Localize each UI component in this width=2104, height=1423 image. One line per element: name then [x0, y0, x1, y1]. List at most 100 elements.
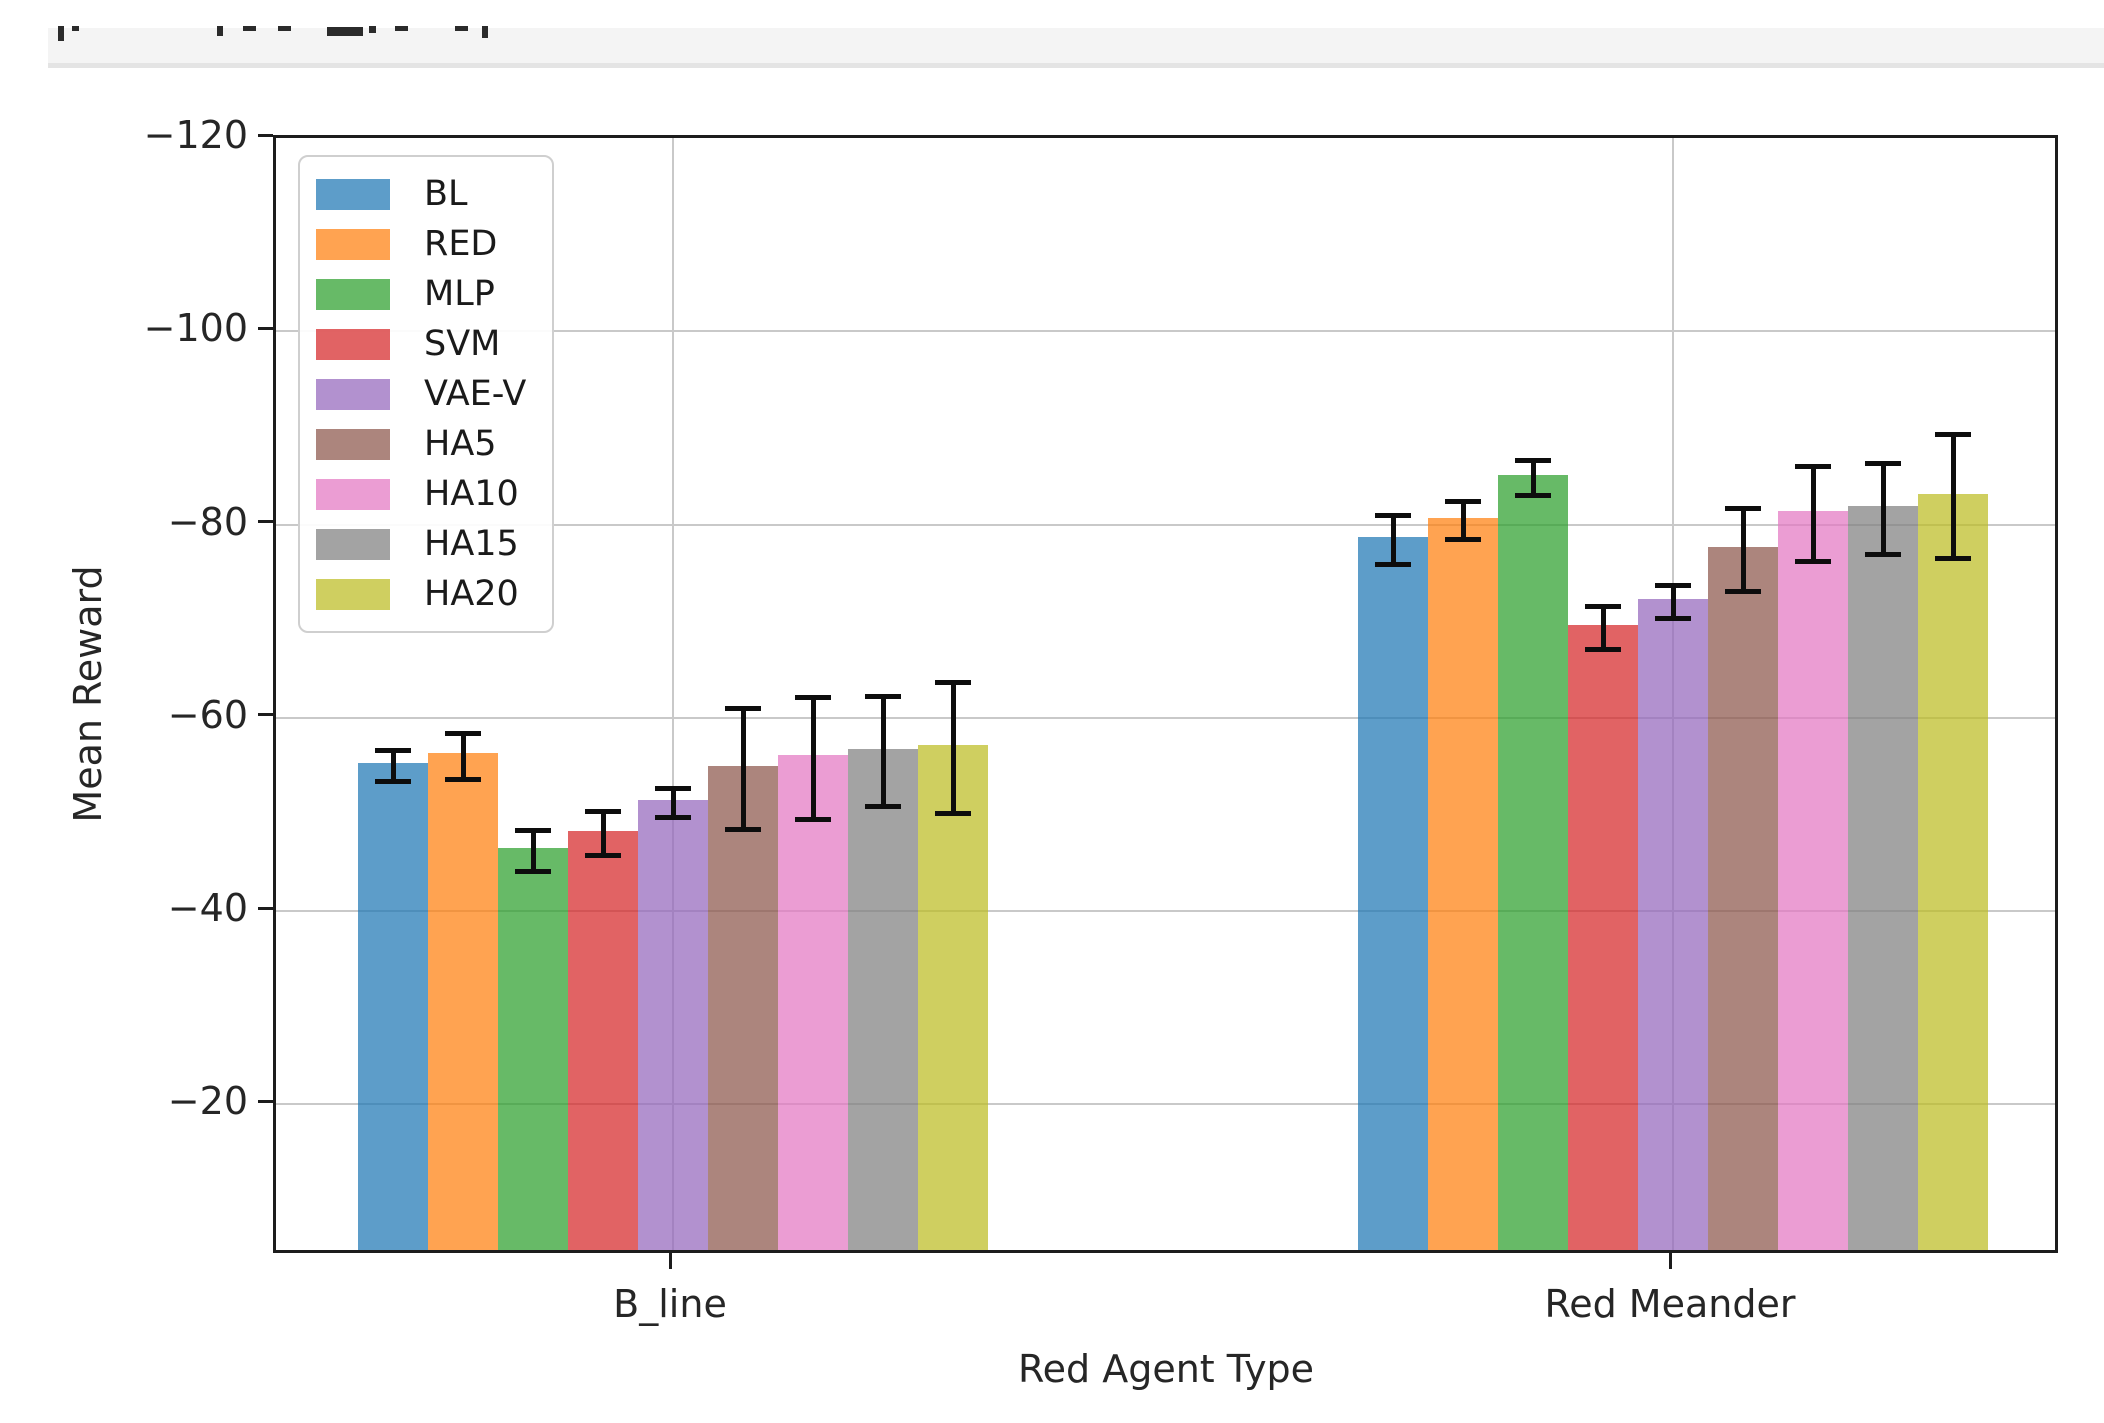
legend-item: MLP [316, 269, 526, 319]
grid-line-vertical [672, 138, 674, 1250]
error-bar [950, 682, 956, 814]
legend-label: RED [424, 224, 498, 264]
grid-line-horizontal [276, 910, 2055, 913]
error-bar-cap [935, 810, 971, 816]
bar [1708, 546, 1778, 1250]
legend-swatch [316, 428, 390, 460]
legend-label: HA10 [424, 474, 519, 514]
y-tick-mark [258, 520, 273, 524]
bar [638, 799, 708, 1250]
y-tick-label: −80 [167, 499, 248, 544]
bar [1498, 475, 1568, 1250]
error-bar-cap [1585, 604, 1621, 610]
legend-label: VAE-V [424, 374, 527, 414]
legend-item: VAE-V [316, 369, 526, 419]
legend-label: SVM [424, 324, 501, 364]
error-bar [670, 788, 676, 818]
error-bar [1740, 508, 1746, 592]
bar [1918, 493, 1988, 1250]
bar [358, 763, 428, 1250]
bar [1568, 624, 1638, 1250]
error-bar-cap [1935, 555, 1971, 561]
clipped-text-fragment [369, 26, 376, 33]
error-bar-cap [1375, 561, 1411, 567]
error-bar-cap [795, 816, 831, 822]
legend-item: HA10 [316, 469, 526, 519]
y-tick-label: −40 [167, 886, 248, 931]
error-bar-cap [1935, 432, 1971, 438]
error-bar [390, 750, 396, 782]
clipped-text-fragment [327, 27, 363, 36]
bar [1358, 536, 1428, 1250]
y-tick-label: −120 [143, 113, 248, 157]
bar [778, 755, 848, 1250]
error-bar-cap [795, 694, 831, 700]
error-bar [1390, 515, 1396, 565]
legend-label: BL [424, 174, 468, 214]
legend-swatch [316, 228, 390, 260]
x-tick-label: Red Meander [1544, 1282, 1796, 1326]
clipped-text-fragment [217, 26, 223, 36]
legend-swatch [316, 578, 390, 610]
clipped-text-fragment [278, 26, 291, 31]
x-tick-mark [1668, 1253, 1672, 1269]
error-bar-cap [445, 777, 481, 783]
error-bar-cap [585, 809, 621, 814]
legend-label: HA20 [424, 574, 519, 614]
clipped-text-fragment [482, 26, 488, 38]
error-bar-cap [725, 705, 761, 711]
y-tick-mark [258, 326, 273, 330]
bar [708, 766, 778, 1250]
error-bar-cap [375, 779, 411, 785]
error-bar-cap [865, 804, 901, 810]
error-bar [740, 708, 746, 830]
error-bar-cap [445, 730, 481, 736]
error-bar [1530, 460, 1536, 496]
error-bar [1950, 434, 1956, 559]
error-bar-cap [935, 679, 971, 685]
error-bar [1460, 501, 1466, 540]
error-bar [600, 811, 606, 856]
error-bar-cap [725, 827, 761, 833]
error-bar [1810, 466, 1816, 562]
error-bar-cap [1725, 588, 1761, 594]
grid-line-horizontal [276, 330, 2055, 333]
clipped-text-fragment [72, 26, 79, 31]
error-bar [810, 697, 816, 820]
clipped-text-fragment [58, 26, 64, 41]
y-tick-label: −60 [167, 692, 248, 737]
legend-label: HA5 [424, 424, 497, 464]
error-bar-cap [655, 785, 691, 791]
clipped-text-fragment [395, 26, 408, 31]
error-bar-cap [515, 828, 551, 834]
error-bar [1600, 606, 1606, 650]
legend-swatch [316, 178, 390, 210]
error-bar-cap [1865, 551, 1901, 557]
error-bar-cap [865, 694, 901, 700]
legend-swatch [316, 278, 390, 310]
legend-item: RED [316, 219, 526, 269]
grid-line-horizontal [276, 716, 2055, 719]
grid-line-horizontal [276, 523, 2055, 526]
x-axis-label: Red Agent Type [1017, 1347, 1315, 1391]
legend-item: BL [316, 169, 526, 219]
y-tick-mark [258, 906, 273, 910]
error-bar-cap [375, 748, 411, 754]
error-bar-cap [655, 814, 691, 820]
y-tick-mark [258, 133, 273, 137]
legend-item: HA15 [316, 519, 526, 569]
error-bar [460, 733, 466, 780]
legend-label: HA15 [424, 524, 519, 564]
error-bar [530, 830, 536, 872]
bar [848, 748, 918, 1250]
bar [1848, 506, 1918, 1250]
error-bar [1670, 585, 1676, 619]
legend-swatch [316, 528, 390, 560]
error-bar-cap [1865, 461, 1901, 467]
error-bar [880, 696, 886, 807]
error-bar-cap [1515, 458, 1551, 464]
y-axis-label: Mean Reward [66, 565, 110, 823]
bar [1778, 510, 1848, 1250]
legend-swatch [316, 378, 390, 410]
